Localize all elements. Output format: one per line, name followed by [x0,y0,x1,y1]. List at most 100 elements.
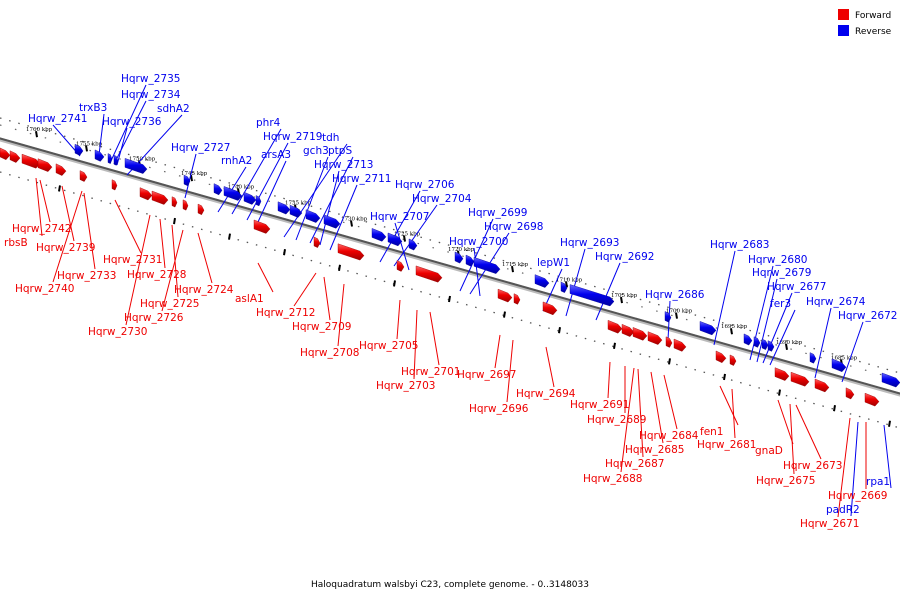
gene-label: Hqrw_2730 [88,326,147,338]
gene-label: Hqrw_2694 [516,388,576,400]
label-leader-line [883,424,892,489]
gene-label: gnaD [755,445,783,457]
gene-label: Hqrw_2675 [756,475,815,487]
label-leader-line [756,278,778,363]
tick-label: 1690 kbp [776,340,803,346]
reverse-gene-arrow [743,333,753,346]
gene-label: Hqrw_2727 [171,142,230,154]
reverse-gene-arrow [124,158,148,174]
forward-gene-arrow [111,179,118,191]
forward-gene-arrow [845,387,855,400]
reverse-gene-arrow [277,201,291,215]
track-tick [723,373,726,381]
label-leader-line [52,190,83,283]
reverse-gene-arrow [454,251,464,264]
gene-label: Hqrw_2741 [28,113,87,125]
gene-label: Hqrw_2681 [697,439,756,451]
label-leader-line [663,374,678,430]
reverse-gene-arrow [255,195,262,207]
forward-gene-arrow [673,338,687,352]
gene-label: rpa1 [866,476,890,488]
label-leader-line [607,361,611,399]
gene-label: Hqrw_2699 [468,207,527,219]
gene-label: Hqrw_2692 [595,251,654,263]
tick-label: 1700 kbp [666,309,693,315]
tick-label: 1710 kbp [556,277,583,283]
forward-gene-arrow [139,187,153,201]
gene-label: Hqrw_2711 [332,173,391,185]
gene-label: fen1 [700,426,724,438]
forward-gene-arrow [607,320,623,334]
forward-gene-arrow [774,367,790,381]
label-leader-line [837,417,851,518]
forward-gene-arrow [513,293,521,305]
reverse-gene-arrow [831,358,847,373]
forward-gene-arrow [171,196,178,208]
forward-gene-arrow [313,236,321,248]
label-leader-line [393,204,438,267]
reverse-gene-arrow [699,321,717,336]
reverse-gene-arrow [289,204,303,218]
reverse-gene-arrow [560,281,568,293]
gene-label: sdhA2 [157,103,190,115]
label-leader-line [494,334,501,369]
reverse-gene-arrow [107,153,113,164]
gene-label: trxB3 [79,102,107,114]
label-leader-line [257,160,287,223]
label-leader-line [545,346,555,388]
label-leader-line [323,276,331,321]
tick-label: 1750 kbp [129,156,156,162]
forward-gene-arrow [396,260,405,272]
forward-gene-arrow [415,265,443,283]
tick-label: 1745 kbp [181,171,208,177]
label-leader-line [719,385,739,426]
gene-label: Hqrw_2731 [103,254,162,266]
label-leader-line [109,84,147,164]
forward-gene-arrow [0,147,11,160]
forward-gene-arrow [729,354,737,366]
tick-label: 1755 kbp [76,141,103,147]
gene-label: Hqrw_2708 [300,347,359,359]
gene-arrows [0,143,900,407]
gene-label: Hqrw_2688 [583,473,642,485]
reverse-gene-arrow [473,257,501,274]
gene-label: aslA1 [235,293,264,305]
backbone [0,137,900,395]
label-leader-line [413,309,418,380]
gene-label: phr4 [256,117,281,129]
gene-label: padR2 [826,504,860,516]
label-leader-line [329,184,358,251]
tick-track-guide [0,124,900,381]
gene-label: Hqrw_2698 [484,221,543,233]
gene-label: Hqrw_2734 [121,89,181,101]
track-tick [503,311,506,318]
gene-label: Hqrw_2703 [376,380,435,392]
reverse-gene-arrow [305,209,321,223]
label-leader-line [116,127,128,166]
label-leader-line [459,218,494,292]
gene-label: Hqrw_2672 [838,310,897,322]
gene-label: Hqrw_2686 [645,289,705,301]
tick-mark [350,220,353,227]
gene-label: Hqrw_2739 [36,242,95,254]
label-leader-line [257,262,274,293]
tick-label: 1740 kbp [228,184,255,190]
gene-label: Hqrw_2742 [12,223,71,235]
upper-dotted-guide [0,117,900,374]
gene-label: arsA3 [261,149,291,161]
track-tick [558,327,561,334]
gene-label: Hqrw_2687 [605,458,664,470]
forward-gene-arrow [9,150,21,163]
gene-label: Hqrw_2705 [359,340,418,352]
reverse-gene-arrow [323,214,341,229]
tick-mark [675,312,678,319]
forward-gene-arrow [632,327,648,341]
reverse-gene-arrow [534,274,550,288]
gene-label: Hqrw_2669 [828,490,887,502]
forward-gene-arrow [542,301,558,316]
label-leader-line [473,247,481,297]
forward-gene-arrow [21,153,41,169]
gene-label: Hqrw_2697 [457,369,516,381]
reverse-gene-arrow [809,352,817,364]
